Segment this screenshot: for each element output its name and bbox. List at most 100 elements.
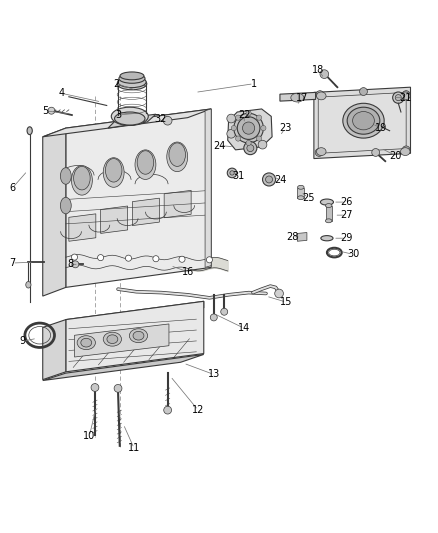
- Text: 29: 29: [340, 233, 352, 243]
- Text: 6: 6: [9, 183, 15, 193]
- Text: 20: 20: [389, 150, 402, 160]
- Circle shape: [114, 384, 122, 392]
- Ellipse shape: [400, 148, 410, 156]
- Ellipse shape: [137, 151, 154, 174]
- Ellipse shape: [291, 93, 304, 102]
- Ellipse shape: [103, 158, 124, 187]
- Circle shape: [210, 314, 217, 321]
- Ellipse shape: [71, 166, 92, 195]
- Text: 24: 24: [275, 175, 287, 185]
- Ellipse shape: [297, 185, 304, 189]
- Text: 25: 25: [302, 193, 314, 203]
- Polygon shape: [318, 92, 406, 154]
- Text: 22: 22: [238, 110, 251, 120]
- Polygon shape: [43, 128, 66, 296]
- Ellipse shape: [77, 336, 95, 350]
- Ellipse shape: [118, 76, 146, 87]
- Circle shape: [372, 149, 380, 156]
- Polygon shape: [132, 198, 159, 225]
- Circle shape: [206, 257, 212, 263]
- Ellipse shape: [265, 176, 272, 183]
- Text: 11: 11: [128, 443, 140, 454]
- Circle shape: [163, 116, 172, 125]
- Text: 5: 5: [42, 106, 48, 116]
- Ellipse shape: [60, 168, 71, 184]
- Text: 31: 31: [233, 171, 245, 181]
- Circle shape: [316, 91, 324, 99]
- Text: 13: 13: [208, 369, 220, 379]
- Circle shape: [246, 111, 251, 116]
- Circle shape: [315, 149, 323, 156]
- Text: 24: 24: [213, 141, 225, 150]
- Text: 4: 4: [58, 88, 64, 98]
- Circle shape: [91, 384, 99, 391]
- Circle shape: [392, 92, 404, 103]
- Text: 8: 8: [67, 260, 73, 269]
- Text: 9: 9: [19, 336, 25, 346]
- Ellipse shape: [275, 289, 283, 298]
- Ellipse shape: [297, 196, 304, 200]
- Circle shape: [402, 91, 410, 99]
- Circle shape: [236, 115, 241, 120]
- Ellipse shape: [133, 332, 144, 340]
- Ellipse shape: [81, 338, 92, 347]
- Polygon shape: [108, 114, 156, 128]
- Ellipse shape: [227, 168, 237, 177]
- Circle shape: [227, 114, 236, 123]
- Ellipse shape: [60, 197, 71, 214]
- Polygon shape: [101, 206, 127, 233]
- Text: 1: 1: [251, 79, 257, 88]
- Polygon shape: [66, 301, 204, 372]
- Circle shape: [402, 146, 410, 154]
- Circle shape: [256, 115, 261, 120]
- Text: 16: 16: [181, 266, 194, 277]
- Ellipse shape: [135, 150, 156, 180]
- Ellipse shape: [115, 112, 145, 125]
- Circle shape: [48, 107, 55, 114]
- Ellipse shape: [230, 171, 234, 175]
- Polygon shape: [314, 87, 410, 158]
- Text: 14: 14: [238, 324, 251, 333]
- Polygon shape: [66, 301, 204, 327]
- Ellipse shape: [400, 92, 410, 100]
- Ellipse shape: [117, 78, 147, 90]
- Ellipse shape: [321, 236, 333, 241]
- Ellipse shape: [234, 114, 263, 143]
- Circle shape: [256, 136, 261, 141]
- Ellipse shape: [247, 144, 254, 151]
- Ellipse shape: [321, 199, 333, 205]
- Ellipse shape: [262, 173, 276, 186]
- Circle shape: [395, 94, 401, 101]
- Text: 2: 2: [113, 79, 120, 88]
- Polygon shape: [297, 188, 304, 198]
- Text: 27: 27: [340, 210, 352, 220]
- Polygon shape: [325, 206, 332, 221]
- Circle shape: [360, 87, 367, 95]
- Polygon shape: [69, 214, 96, 241]
- Ellipse shape: [106, 158, 122, 182]
- Circle shape: [72, 261, 79, 268]
- Circle shape: [261, 125, 266, 131]
- Ellipse shape: [343, 103, 384, 138]
- Polygon shape: [205, 109, 211, 268]
- Text: 10: 10: [83, 431, 95, 441]
- Ellipse shape: [237, 117, 260, 140]
- Ellipse shape: [111, 107, 148, 125]
- Circle shape: [125, 255, 131, 261]
- Circle shape: [236, 136, 241, 141]
- Text: 23: 23: [279, 123, 291, 133]
- Text: 28: 28: [286, 232, 298, 242]
- Circle shape: [258, 140, 267, 149]
- Circle shape: [153, 256, 159, 262]
- Text: 17: 17: [297, 93, 309, 103]
- Ellipse shape: [169, 143, 185, 166]
- Circle shape: [227, 130, 236, 138]
- Polygon shape: [297, 232, 307, 241]
- Circle shape: [246, 140, 251, 146]
- Polygon shape: [43, 320, 66, 379]
- Text: 19: 19: [375, 123, 387, 133]
- Circle shape: [221, 308, 228, 315]
- Text: 26: 26: [340, 197, 352, 207]
- Text: 18: 18: [312, 65, 325, 75]
- Ellipse shape: [243, 122, 254, 134]
